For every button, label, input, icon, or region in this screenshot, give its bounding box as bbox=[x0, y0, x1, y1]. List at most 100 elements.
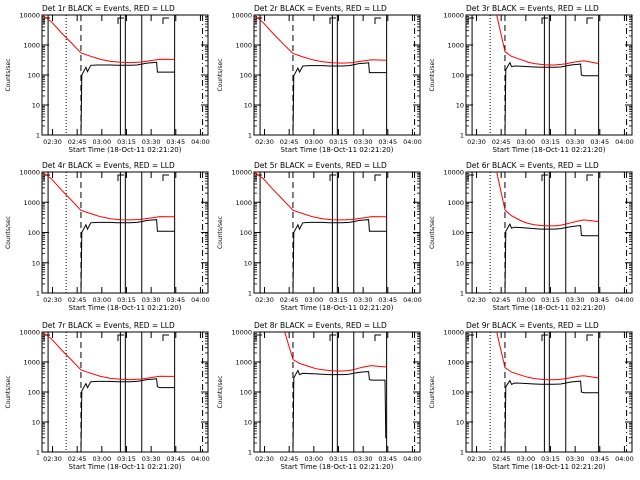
panel-7: 1 10 100 1000 10000 02:30 02:45 03:00 03:15 03:30… bbox=[5, 321, 210, 471]
x-tick-label: 03:30 bbox=[566, 296, 585, 304]
y-tick-label: 100 bbox=[28, 72, 40, 80]
x-axis-label: Start Time (18-Oct-11 02:21:20) bbox=[69, 146, 182, 154]
plot-area bbox=[42, 332, 204, 452]
y-tick-label: 10 bbox=[244, 419, 252, 427]
x-tick-label: 03:45 bbox=[590, 138, 609, 146]
x-tick-label: 03:00 bbox=[516, 138, 535, 146]
y-tick-label: 10000 bbox=[231, 329, 252, 337]
x-tick-label: 03:30 bbox=[142, 455, 161, 463]
x-axis-label: Start Time (18-Oct-11 02:21:20) bbox=[281, 146, 394, 154]
plot-area bbox=[467, 15, 628, 135]
bracket-marker bbox=[117, 17, 124, 24]
x-tick-label: 03:45 bbox=[378, 455, 397, 463]
y-tick-label: 10000 bbox=[19, 169, 40, 177]
bracket-marker bbox=[586, 17, 593, 24]
y-tick-label: 10 bbox=[456, 102, 464, 110]
x-axis-label: Start Time (18-Oct-11 02:21:20) bbox=[281, 463, 394, 471]
y-tick-label: 1 bbox=[248, 132, 252, 140]
panel-title: Det 1r BLACK = Events, RED = LLD bbox=[42, 4, 175, 13]
x-axis-label: Start Time (18-Oct-11 02:21:20) bbox=[493, 146, 606, 154]
y-tick-label: 100 bbox=[240, 72, 252, 80]
plot-area bbox=[254, 172, 416, 293]
x-tick-label: 03:15 bbox=[541, 296, 560, 304]
y-tick-label: 10000 bbox=[231, 12, 252, 20]
y-tick-label: 100 bbox=[240, 389, 252, 397]
x-tick-label: 03:30 bbox=[566, 138, 585, 146]
series-events bbox=[292, 62, 387, 135]
x-tick-label: 02:30 bbox=[255, 138, 274, 146]
series-events bbox=[80, 61, 175, 135]
x-tick-label: 02:45 bbox=[492, 138, 511, 146]
x-tick-label: 04:00 bbox=[615, 296, 634, 304]
x-tick-label: 03:45 bbox=[166, 296, 185, 304]
panel-title: Det 3r BLACK = Events, RED = LLD bbox=[466, 4, 599, 13]
x-tick-label: 03:45 bbox=[166, 455, 185, 463]
x-tick-label: 03:15 bbox=[117, 455, 136, 463]
x-tick-label: 02:30 bbox=[43, 455, 62, 463]
bracket-marker bbox=[255, 174, 262, 181]
bracket-marker bbox=[586, 174, 593, 181]
bracket-marker bbox=[541, 334, 548, 341]
bracket-marker bbox=[541, 17, 548, 24]
panel-9: 1 10 100 1000 10000 02:30 02:45 03:00 03:15 03:30… bbox=[429, 321, 634, 471]
panel-title: Det 4r BLACK = Events, RED = LLD bbox=[42, 161, 175, 170]
y-tick-label: 10 bbox=[244, 259, 252, 267]
y-tick-label: 100 bbox=[28, 389, 40, 397]
y-axis-label: Counts/sec bbox=[429, 375, 436, 408]
x-tick-label: 04:00 bbox=[191, 138, 210, 146]
y-tick-label: 10000 bbox=[19, 329, 40, 337]
y-tick-label: 1000 bbox=[23, 42, 40, 50]
y-axis-label: Counts/sec bbox=[429, 58, 436, 91]
x-tick-label: 04:00 bbox=[403, 455, 422, 463]
plot-area bbox=[467, 172, 628, 293]
bracket-marker bbox=[374, 334, 381, 341]
y-tick-label: 1 bbox=[248, 290, 252, 298]
x-tick-label: 04:00 bbox=[403, 138, 422, 146]
bracket-marker bbox=[329, 174, 336, 181]
y-tick-label: 100 bbox=[452, 229, 464, 237]
series-events bbox=[292, 369, 387, 452]
y-tick-label: 1000 bbox=[23, 359, 40, 367]
series-lld bbox=[496, 172, 599, 227]
bracket-marker bbox=[329, 17, 336, 24]
x-axis-label: Start Time (18-Oct-11 02:21:20) bbox=[69, 304, 182, 312]
bracket-marker bbox=[374, 174, 381, 181]
bracket-marker bbox=[162, 17, 169, 24]
y-tick-label: 10 bbox=[244, 102, 252, 110]
bracket-marker bbox=[586, 334, 593, 341]
x-tick-label: 03:30 bbox=[566, 455, 585, 463]
series-lld bbox=[254, 15, 387, 64]
x-tick-label: 03:00 bbox=[92, 138, 111, 146]
x-tick-label: 02:45 bbox=[280, 138, 299, 146]
y-axis-label: Counts/sec bbox=[217, 58, 224, 91]
y-tick-label: 1 bbox=[460, 449, 464, 457]
panel-6: 1 10 100 1000 10000 02:30 02:45 03:00 03:15 03:30… bbox=[429, 161, 634, 312]
bracket-marker bbox=[541, 174, 548, 181]
y-tick-label: 10 bbox=[32, 102, 40, 110]
x-tick-label: 02:30 bbox=[255, 455, 274, 463]
y-tick-label: 10000 bbox=[443, 12, 464, 20]
y-tick-label: 1000 bbox=[447, 359, 464, 367]
series-lld bbox=[496, 332, 599, 381]
x-tick-label: 02:45 bbox=[492, 455, 511, 463]
series-events bbox=[504, 61, 599, 135]
bracket-marker bbox=[329, 334, 336, 341]
x-tick-label: 02:30 bbox=[43, 138, 62, 146]
bracket-marker bbox=[162, 174, 169, 181]
bracket-marker bbox=[467, 334, 474, 341]
y-axis-label: Counts/sec bbox=[5, 58, 12, 91]
series-lld bbox=[284, 332, 387, 372]
x-tick-label: 02:45 bbox=[68, 138, 87, 146]
plot-area bbox=[467, 332, 628, 452]
x-tick-label: 03:15 bbox=[329, 455, 348, 463]
x-tick-label: 04:00 bbox=[615, 455, 634, 463]
x-tick-label: 03:15 bbox=[117, 138, 136, 146]
x-tick-label: 02:30 bbox=[43, 296, 62, 304]
plot-area bbox=[42, 172, 204, 293]
y-tick-label: 1000 bbox=[235, 42, 252, 50]
y-axis-label: Counts/sec bbox=[5, 216, 12, 249]
x-tick-label: 02:45 bbox=[280, 455, 299, 463]
x-tick-label: 03:00 bbox=[304, 455, 323, 463]
y-tick-label: 100 bbox=[452, 72, 464, 80]
series-events bbox=[80, 378, 175, 452]
